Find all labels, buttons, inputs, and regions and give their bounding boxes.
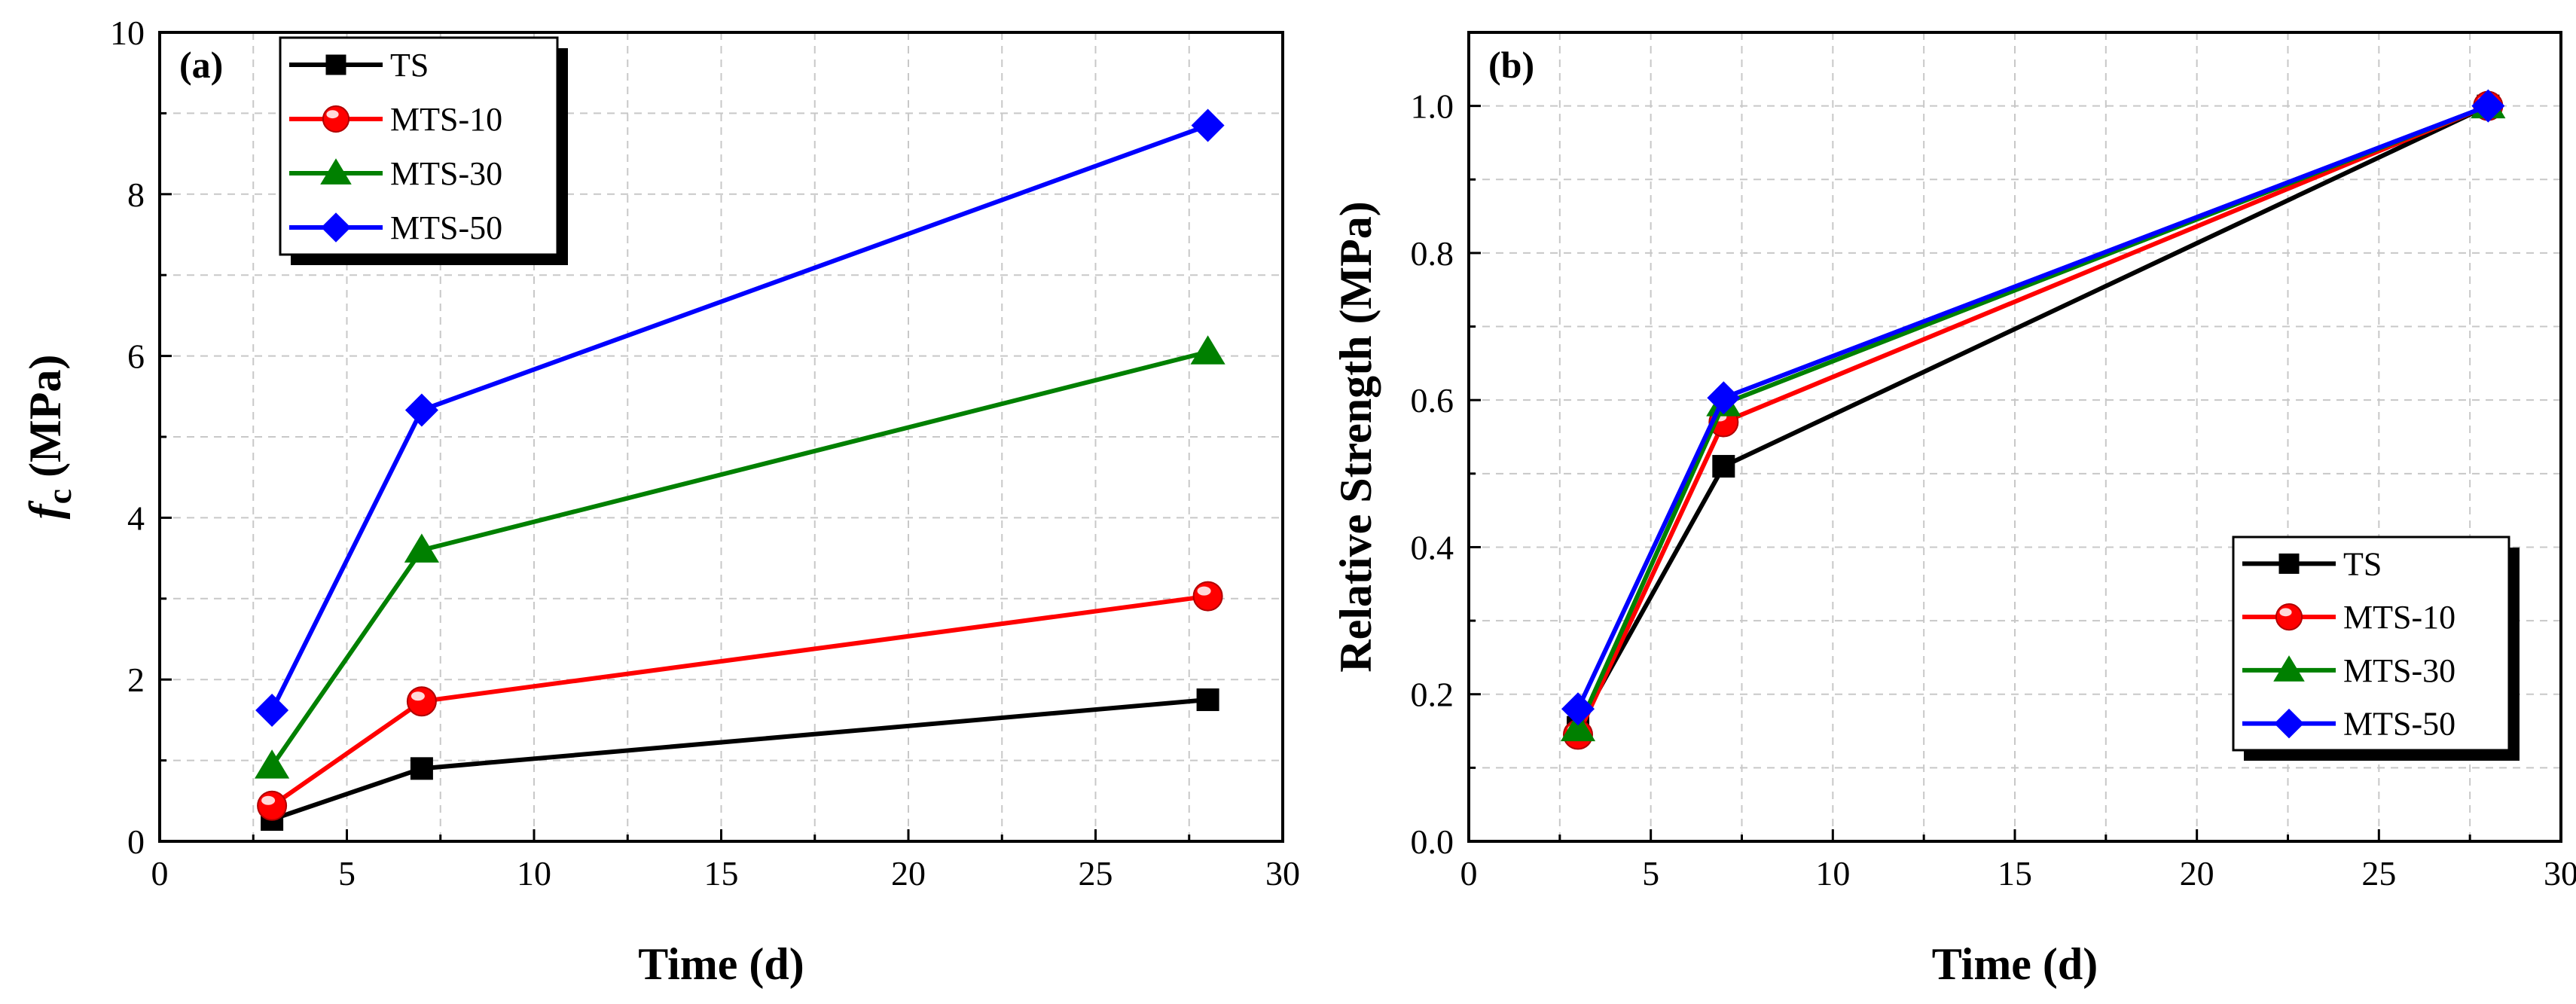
x-tick-label: 15 — [704, 854, 739, 893]
panel-label: (a) — [179, 44, 223, 86]
x-tick-label: 0 — [1460, 854, 1478, 893]
y-label-rest: (MPa) — [20, 355, 70, 489]
data-point — [255, 694, 289, 728]
legend-marker — [2273, 655, 2305, 682]
series-mts-50 — [255, 108, 1225, 728]
data-point — [2471, 89, 2505, 123]
legend-item: MTS-10 — [289, 101, 502, 138]
legend-item: MTS-10 — [2242, 599, 2455, 636]
legend-item: MTS-50 — [289, 209, 502, 246]
data-point-highlight — [411, 691, 425, 701]
y-tick-label: 6 — [127, 337, 145, 376]
legend-label: MTS-30 — [2343, 652, 2455, 689]
legend-label: TS — [2343, 545, 2382, 582]
x-tick-label: 0 — [151, 854, 169, 893]
legend-item: MTS-30 — [2242, 652, 2455, 689]
legend-marker — [2278, 553, 2300, 574]
y-tick-label: 0.4 — [1411, 528, 1454, 566]
y-axis-label: Relative Strength (MPa) — [1331, 201, 1381, 672]
data-point-body — [257, 790, 288, 821]
y-label-sub: c — [40, 489, 78, 504]
legend: TS MTS-10 MTS-30 MTS-50 — [279, 36, 568, 265]
data-point — [406, 686, 437, 717]
x-tick-label: 10 — [517, 854, 551, 893]
y-tick-label: 8 — [127, 175, 145, 214]
legend-item: MTS-50 — [2242, 706, 2455, 743]
data-point — [1712, 455, 1735, 478]
legend-marker — [325, 54, 346, 75]
data-point — [1561, 692, 1595, 726]
legend-item: TS — [289, 47, 429, 84]
x-tick-label: 20 — [891, 854, 926, 893]
legend-label: MTS-10 — [2343, 599, 2455, 636]
data-point — [257, 790, 288, 821]
legend-marker-highlight — [2279, 608, 2292, 617]
chart-panel-a: 0 5 10 15 20 25 30 0 2 4 6 8 10 Time (d) fc (MPa) (a) TS… — [20, 14, 1300, 989]
legend-marker — [2274, 708, 2304, 739]
y-tick-label: 1.0 — [1411, 87, 1454, 126]
legend-label: TS — [390, 47, 429, 84]
y-tick-label: 0.0 — [1411, 822, 1454, 861]
data-point — [404, 533, 439, 563]
x-tick-label: 5 — [338, 854, 356, 893]
y-axis-label: fc (MPa) — [20, 355, 78, 520]
y-tick-label: 0 — [127, 822, 145, 861]
series-mts-10 — [257, 581, 1223, 821]
panel-label: (b) — [1488, 44, 1534, 86]
x-tick-label: 30 — [2544, 854, 2576, 893]
legend-marker — [321, 212, 351, 243]
data-point — [1196, 688, 1219, 712]
legend-marker — [320, 158, 352, 185]
y-tick-label: 0.2 — [1411, 676, 1454, 714]
legend-label: MTS-50 — [2343, 706, 2455, 743]
y-tick-label: 0.8 — [1411, 234, 1454, 273]
data-point-highlight — [261, 795, 276, 805]
legend-item: TS — [2242, 545, 2382, 582]
data-point — [1560, 712, 1596, 742]
data-point — [1192, 581, 1223, 612]
x-tick-label: 5 — [1642, 854, 1659, 893]
x-tick-label: 15 — [1998, 854, 2032, 893]
data-point — [404, 393, 438, 427]
series-mts-50 — [1561, 89, 2505, 726]
x-tick-label: 25 — [2361, 854, 2396, 893]
y-tick-label: 4 — [127, 499, 145, 537]
series-ts — [261, 688, 1219, 832]
legend-item: MTS-30 — [289, 155, 502, 192]
series-mts-30 — [255, 335, 1225, 779]
data-point-highlight — [1197, 586, 1211, 596]
legend: TS MTS-10 MTS-30 MTS-50 — [2232, 536, 2520, 761]
legend-marker — [2275, 603, 2303, 631]
legend-label: MTS-50 — [390, 209, 502, 246]
grid — [1469, 32, 2561, 841]
x-tick-label: 30 — [1265, 854, 1300, 893]
x-axis-label: Time (d) — [1932, 939, 2098, 989]
y-tick-label: 2 — [127, 661, 145, 699]
legend-marker-body — [322, 105, 350, 133]
data-point-body — [1192, 581, 1223, 612]
legend-marker — [322, 105, 350, 133]
x-tick-label: 25 — [1079, 854, 1113, 893]
data-point — [410, 757, 433, 780]
data-point-body — [406, 686, 437, 717]
legend-label: MTS-10 — [390, 101, 502, 138]
legend-marker-body — [2275, 603, 2303, 631]
data-point — [1190, 335, 1225, 365]
chart-panel-b: 0 5 10 15 20 25 30 0.0 0.2 0.4 0.6 0.8 1.0 Time (d) Re… — [1331, 31, 2576, 989]
data-point — [1707, 381, 1741, 415]
y-tick-label: 10 — [110, 14, 145, 52]
y-tick-label: 0.6 — [1411, 381, 1454, 420]
data-point — [255, 749, 290, 779]
data-point — [1191, 108, 1225, 142]
legend-label: MTS-30 — [390, 155, 502, 192]
x-axis-label: Time (d) — [638, 939, 804, 989]
grid — [160, 32, 1283, 841]
x-tick-label: 10 — [1815, 854, 1850, 893]
legend-marker-highlight — [326, 110, 339, 119]
x-tick-label: 20 — [2180, 854, 2214, 893]
